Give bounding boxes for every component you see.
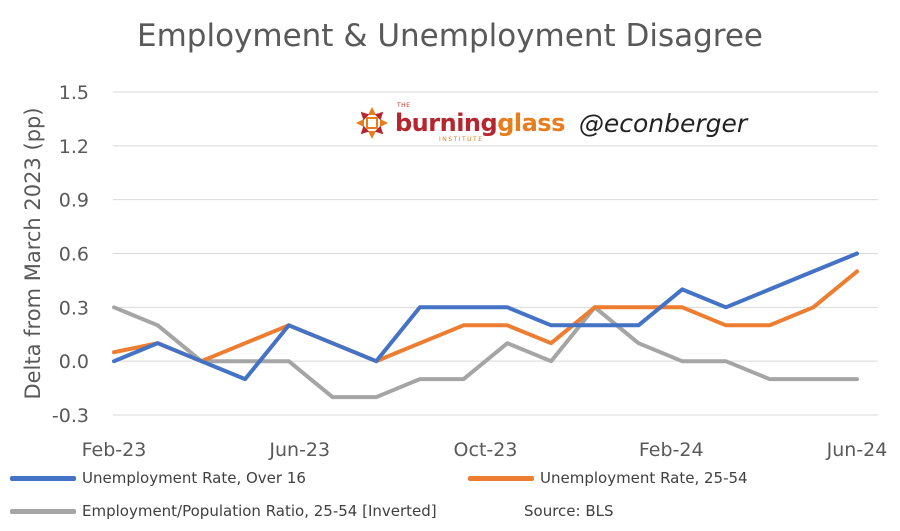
x-tick-label: Feb-23 — [82, 439, 147, 461]
brand-logo-text: THE burningglass INSTITUTE — [395, 102, 565, 143]
legend-item-unemp-over16: Unemployment Rate, Over 16 — [10, 469, 306, 487]
brand-watermark: THE burningglass INSTITUTE @econberger — [355, 102, 748, 143]
legend-item-epop-2554: Employment/Population Ratio, 25-54 [Inve… — [10, 502, 437, 520]
brand-top-text: THE — [397, 102, 411, 109]
legend-label: Unemployment Rate, 25-54 — [540, 469, 748, 487]
y-tick-label: 0.6 — [59, 244, 89, 266]
brand-name: burningglass — [395, 109, 565, 137]
y-tick-label: 0.0 — [59, 351, 89, 373]
chart-title: Employment & Unemployment Disagree — [137, 18, 763, 54]
x-tick-label: Feb-24 — [639, 439, 704, 461]
x-tick-label: Jun-24 — [826, 439, 888, 461]
brand-bottom-text: INSTITUTE — [439, 136, 484, 143]
y-tick-label: 0.3 — [59, 297, 89, 319]
legend-swatch-orange — [468, 475, 534, 481]
x-tick-label: Oct-23 — [454, 439, 518, 461]
y-tick-label: 0.9 — [59, 190, 89, 212]
y-tick-label: 1.2 — [59, 136, 89, 158]
legend-swatch-gray — [10, 508, 76, 514]
y-tick-label: -0.3 — [52, 405, 89, 427]
y-tick-label: 1.5 — [59, 82, 89, 104]
x-tick-label: Jun-23 — [268, 439, 330, 461]
burning-glass-sun-icon — [356, 107, 388, 139]
series-line — [112, 269, 859, 364]
twitter-handle: @econberger — [578, 108, 748, 138]
series-line — [112, 251, 859, 382]
brand-name-part1: burning — [395, 109, 498, 137]
source-note: Source: BLS — [524, 502, 614, 520]
y-axis-label: Delta from March 2023 (pp) — [21, 107, 45, 399]
legend-label: Employment/Population Ratio, 25-54 [Inve… — [82, 502, 437, 520]
legend-item-unemp-2554: Unemployment Rate, 25-54 — [468, 469, 748, 487]
brand-name-part2: glass — [497, 109, 565, 137]
legend-label: Unemployment Rate, Over 16 — [82, 469, 306, 487]
series-line — [112, 305, 859, 400]
legend-swatch-blue — [10, 475, 76, 481]
